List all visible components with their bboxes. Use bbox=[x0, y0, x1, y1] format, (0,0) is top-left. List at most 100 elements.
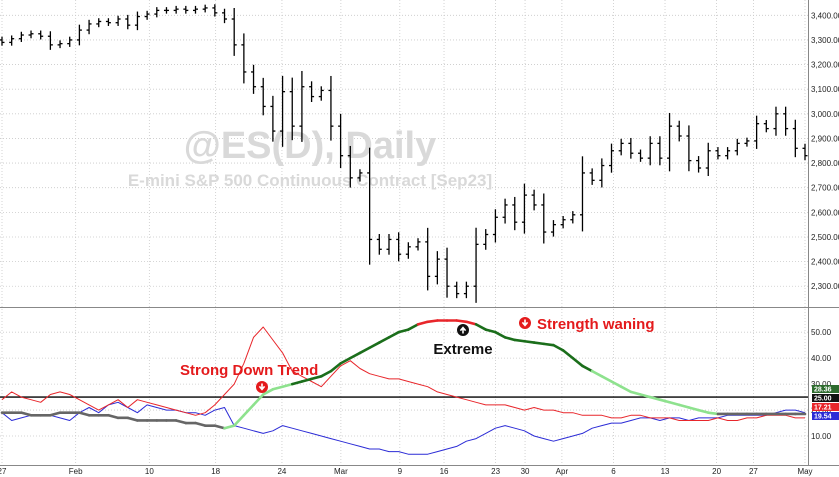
adx-segment bbox=[49, 411, 62, 417]
ohlc-bar bbox=[618, 138, 624, 156]
price-y-tick-label: 2,500.00 bbox=[811, 233, 839, 242]
adx-segment bbox=[677, 403, 691, 409]
ohlc-bar bbox=[376, 234, 382, 255]
adx-segment bbox=[107, 413, 120, 420]
ohlc-bar bbox=[251, 64, 257, 94]
dmi-y-tick-label: 10.00 bbox=[811, 432, 832, 441]
adx-segment bbox=[329, 362, 342, 373]
ohlc-bar bbox=[415, 238, 421, 251]
ohlc-bar bbox=[560, 216, 566, 229]
axes: 27 Feb 10 18 24 Mar 9 16 23 30 Apr 6 13 20 27 May 2,300.… bbox=[0, 11, 839, 476]
ohlc-bar bbox=[541, 193, 547, 244]
ohlc-bar bbox=[667, 112, 673, 172]
plus-di-line bbox=[1, 326, 805, 421]
ohlc-bar bbox=[0, 36, 5, 46]
ohlc-bar bbox=[231, 7, 237, 56]
ohlc-bar bbox=[483, 229, 489, 250]
adx-segment bbox=[339, 356, 352, 365]
ohlc-bar bbox=[802, 143, 808, 161]
adx-segment bbox=[387, 330, 400, 339]
ohlc-bar bbox=[115, 15, 121, 26]
ohlc-bar bbox=[260, 77, 266, 116]
price-y-tick-label: 2,700.00 bbox=[811, 184, 839, 193]
watermark-symbol: @ES(D), Daily bbox=[184, 125, 436, 167]
adx-segment bbox=[561, 349, 575, 360]
ohlc-bar bbox=[67, 36, 73, 47]
ohlc-bar bbox=[289, 77, 295, 141]
ohlc-bar bbox=[367, 147, 373, 265]
x-tick-label: 18 bbox=[211, 467, 220, 476]
adx-segment bbox=[503, 336, 517, 342]
ohlc-bar bbox=[9, 35, 15, 46]
adx-segment bbox=[590, 369, 604, 378]
ohlc-bar bbox=[734, 138, 740, 156]
ohlc-bar bbox=[425, 227, 431, 291]
ohlc-bar bbox=[725, 147, 731, 160]
x-tick-label: 9 bbox=[398, 467, 403, 476]
adx-segment bbox=[426, 319, 439, 324]
ohlc-bar bbox=[570, 211, 576, 224]
ohlc-bar bbox=[638, 149, 644, 162]
ohlc-bar bbox=[86, 19, 92, 35]
ohlc-bar bbox=[405, 242, 411, 259]
grid bbox=[0, 0, 839, 466]
adx-segment bbox=[610, 380, 623, 389]
badge-threshold-value: 25.00 bbox=[814, 396, 832, 403]
ohlc-bar bbox=[28, 30, 34, 39]
ohlc-bar bbox=[521, 183, 527, 234]
adx-segment bbox=[706, 411, 720, 416]
adx-segment bbox=[271, 385, 284, 391]
ohlc-bar bbox=[38, 30, 44, 40]
x-tick-label: 24 bbox=[277, 467, 286, 476]
annotation-extreme: Extreme bbox=[433, 341, 492, 358]
badge-adx-value: 28.36 bbox=[814, 387, 832, 394]
adx-segment bbox=[290, 380, 304, 386]
adx-segment bbox=[639, 393, 652, 399]
ohlc-bar bbox=[328, 75, 334, 141]
ohlc-bar bbox=[763, 119, 769, 133]
ohlc-bar bbox=[134, 11, 140, 31]
adx-segment bbox=[474, 323, 488, 331]
adx-segment bbox=[20, 411, 33, 417]
adx-segment bbox=[552, 343, 565, 352]
watermark: @ES(D), Daily E-mini S&P 500 Continuous … bbox=[128, 125, 492, 190]
ohlc-bar bbox=[163, 7, 169, 14]
x-tick-label: 23 bbox=[491, 467, 500, 476]
adx-segment bbox=[629, 390, 642, 396]
last-value-badges: 28.36 25.00 17.21 19.54 bbox=[812, 385, 839, 421]
adx-segment bbox=[310, 375, 323, 381]
adx-segment bbox=[697, 408, 710, 414]
ohlc-bar bbox=[696, 156, 702, 173]
adx-segment bbox=[484, 328, 497, 334]
ohlc-bar bbox=[309, 81, 315, 103]
adx-segment bbox=[300, 377, 313, 383]
ohlc-bar bbox=[280, 75, 286, 147]
price-bars bbox=[0, 4, 808, 303]
ohlc-bar bbox=[783, 106, 789, 136]
badge-plus-di-value: 17.21 bbox=[814, 405, 832, 412]
adx-segment bbox=[465, 320, 478, 326]
price-y-tick-label: 2,400.00 bbox=[811, 258, 839, 267]
adx-segment bbox=[223, 424, 236, 430]
adx-segment bbox=[513, 338, 526, 343]
price-y-tick-label: 2,600.00 bbox=[811, 208, 839, 217]
price-panel bbox=[0, 0, 839, 306]
ohlc-bar bbox=[589, 168, 595, 185]
adx-segment bbox=[194, 421, 207, 427]
dmi-lines bbox=[0, 319, 808, 455]
ohlc-bar bbox=[183, 5, 189, 14]
ohlc-bar bbox=[647, 136, 653, 166]
price-y-tick-label: 2,900.00 bbox=[811, 134, 839, 143]
ohlc-bar bbox=[173, 5, 179, 14]
adx-segment bbox=[455, 319, 468, 324]
dmi-y-tick-label: 40.00 bbox=[811, 354, 832, 363]
ohlc-bar bbox=[792, 119, 798, 158]
ohlc-bar bbox=[609, 143, 615, 173]
adx-segment bbox=[532, 341, 546, 346]
ohlc-bar bbox=[705, 142, 711, 177]
ohlc-bar bbox=[434, 251, 440, 285]
annotation-strength-waning: Strength waning bbox=[537, 316, 655, 333]
ohlc-bar bbox=[502, 198, 508, 224]
adx-segment bbox=[378, 336, 391, 344]
ohlc-bar bbox=[47, 31, 53, 50]
